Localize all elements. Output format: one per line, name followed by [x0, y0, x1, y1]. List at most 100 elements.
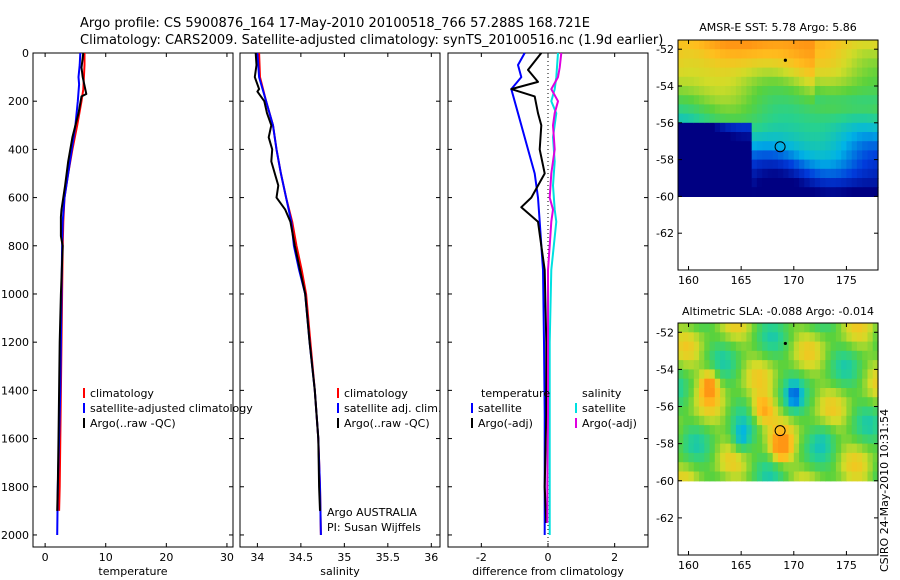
heat-cell	[741, 378, 748, 389]
heat-cell	[751, 443, 758, 454]
heat-cell	[872, 471, 879, 482]
heat-cell	[699, 86, 705, 96]
heat-cell	[814, 406, 821, 417]
heat-cell	[783, 49, 790, 59]
heat-cell	[783, 150, 790, 161]
heat-cell	[851, 434, 858, 445]
heat-cell	[841, 95, 848, 105]
sla-map-frame	[677, 322, 879, 556]
heat-cell	[846, 76, 853, 87]
heat-cell	[709, 350, 716, 361]
heat-cell	[751, 406, 758, 417]
heat-cell	[741, 150, 748, 161]
heat-cell	[830, 168, 837, 179]
heat-cell	[704, 341, 711, 352]
heat-cell	[856, 49, 863, 59]
heat-cell	[825, 141, 832, 151]
heat-cell	[778, 452, 784, 463]
x-tick-label: 34	[250, 551, 264, 564]
heat-cell	[751, 159, 758, 170]
heat-cell	[751, 86, 758, 96]
heat-cell	[793, 178, 800, 188]
heat-cell	[809, 341, 816, 352]
heat-cell	[683, 49, 690, 59]
heat-cell	[746, 323, 753, 333]
x-tick-label: 35.5	[376, 551, 401, 564]
heat-cell	[856, 86, 863, 96]
legend-label: climatology	[344, 387, 408, 400]
reference-dot-marker	[783, 341, 787, 346]
heat-cell	[778, 187, 784, 197]
heat-cell	[730, 132, 737, 142]
heat-cell	[872, 141, 879, 151]
heat-cell	[772, 141, 779, 151]
heat-cell	[741, 49, 748, 59]
heat-cell	[846, 178, 853, 188]
heat-cell	[746, 122, 753, 133]
heat-cell	[751, 49, 758, 59]
x-tick-label: 36	[424, 551, 438, 564]
heat-cell	[778, 104, 784, 115]
legend-label: Argo(..raw -QC)	[344, 417, 430, 430]
heat-cell	[693, 443, 700, 454]
heat-cell	[778, 388, 784, 398]
heat-cell	[746, 369, 753, 380]
heat-cell	[872, 86, 879, 96]
heat-cell	[809, 86, 816, 96]
heat-cell	[783, 443, 790, 454]
salinity-panel-frame	[239, 52, 441, 548]
heat-cell	[709, 187, 716, 197]
heat-cell	[825, 397, 832, 408]
heat-cell	[804, 187, 811, 197]
heat-cell	[788, 350, 795, 361]
heat-cell	[841, 150, 848, 161]
heat-cell	[846, 141, 853, 151]
lon-tick-label: 170	[783, 559, 804, 572]
heat-cell	[825, 104, 832, 115]
heat-cell	[862, 434, 869, 445]
heat-cell	[735, 67, 742, 78]
heat-cell	[709, 132, 716, 142]
heat-cell	[820, 178, 826, 188]
depth-tick-label: 800	[8, 240, 29, 253]
heat-cell	[841, 471, 848, 482]
lat-tick-label: -56	[656, 401, 674, 414]
heat-cell	[809, 406, 816, 417]
heat-cell	[867, 104, 874, 115]
x-tick-label: 30	[220, 551, 234, 564]
heat-cell	[835, 104, 842, 115]
heat-cell	[846, 462, 853, 473]
heat-cell	[746, 104, 753, 115]
heat-cell	[741, 58, 748, 69]
lat-tick-label: -52	[656, 326, 674, 339]
heat-cell	[872, 113, 879, 124]
heat-cell	[788, 341, 795, 352]
heat-cell	[730, 406, 737, 417]
heat-cell	[772, 76, 779, 87]
heat-cell	[772, 323, 779, 333]
heat-cell	[841, 113, 848, 124]
heat-cell	[856, 122, 863, 133]
heat-cell	[814, 425, 821, 435]
heat-cell	[788, 113, 795, 124]
heat-cell	[762, 406, 769, 417]
heat-cell	[756, 443, 763, 454]
heat-cell	[678, 67, 684, 78]
heat-cell	[778, 132, 784, 142]
heat-cell	[720, 323, 726, 333]
heat-cell	[730, 58, 737, 69]
heat-cell	[851, 104, 858, 115]
heat-cell	[762, 378, 769, 389]
heat-cell	[772, 178, 779, 188]
heat-cell	[862, 104, 869, 115]
heat-cell	[772, 332, 779, 343]
heat-cell	[862, 141, 869, 151]
heat-cell	[793, 168, 800, 179]
heat-cell	[835, 452, 842, 463]
heat-cell	[788, 415, 795, 426]
heat-cell	[762, 434, 769, 445]
heat-cell	[709, 406, 716, 417]
heat-cell	[772, 434, 779, 445]
series-line-temperature-satellite	[510, 52, 546, 535]
heat-cell	[830, 452, 837, 463]
